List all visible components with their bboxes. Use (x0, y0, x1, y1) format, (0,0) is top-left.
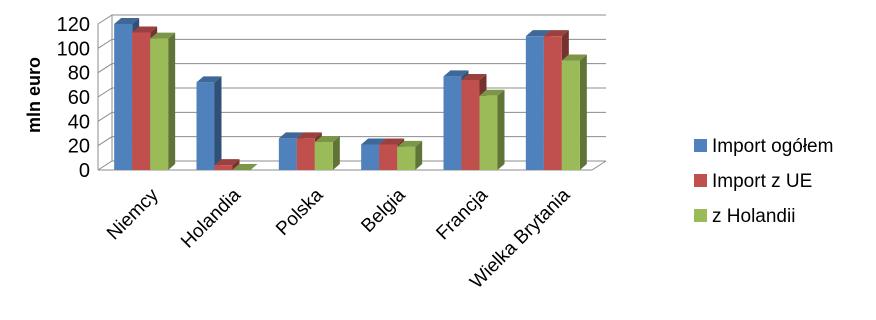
bar-front (443, 76, 462, 170)
bar-top (443, 70, 469, 77)
bar-side (232, 159, 240, 170)
bar-top (132, 26, 158, 33)
bar (397, 140, 423, 170)
bar-side (214, 76, 222, 170)
bar-top (397, 140, 423, 147)
x-axis-categories: Niemcy Holandia Polska Belgia FrancjaWielka … (103, 184, 575, 293)
bar (232, 164, 258, 170)
x-tick-label: Belgia (357, 184, 410, 237)
bar-side (497, 89, 505, 170)
y-tick-label: 60 (68, 87, 90, 109)
legend-swatch (694, 174, 707, 187)
bar-front (278, 138, 297, 170)
bar (196, 76, 222, 170)
legend-item: z Holandii (694, 206, 795, 227)
bar-top (561, 54, 587, 61)
y-tick-label: 120 (57, 14, 90, 36)
bar-front (214, 165, 233, 170)
bar-top (150, 32, 176, 39)
x-tick-label: Francja (432, 184, 492, 244)
legend-swatch (694, 209, 707, 222)
legend-label: z Holandii (712, 206, 795, 227)
bar-front (543, 36, 562, 170)
bar-top (314, 136, 340, 143)
y-tick-label: 100 (57, 38, 90, 60)
bar-front (132, 32, 151, 171)
bar-front (525, 36, 544, 170)
bar-front (461, 79, 480, 170)
bar-front (479, 95, 498, 170)
y-tick-label: 40 (68, 111, 90, 133)
bar (314, 136, 340, 170)
y-axis-label: mln euro (24, 57, 44, 133)
y-tick-label: 0 (79, 160, 90, 182)
bar-front (361, 144, 380, 170)
bar-top (543, 30, 569, 37)
x-tick-label: Polska (272, 184, 327, 239)
legend-item: Import ogółem (694, 136, 833, 157)
bar-top (278, 132, 304, 139)
bar-front (150, 38, 169, 170)
bar (479, 89, 505, 170)
legend: Import ogółem Import z UE z Holandii (694, 136, 833, 227)
bar-top (296, 132, 322, 139)
bar-top (196, 76, 222, 83)
bar-front (296, 138, 315, 170)
gridlines (97, 14, 607, 171)
bar-front (379, 144, 398, 170)
x-tick-label: Holandia (177, 184, 245, 252)
bar-side (579, 54, 587, 170)
y-tick-label: 80 (68, 63, 90, 85)
legend-label: Import z UE (712, 171, 812, 192)
bar (150, 32, 176, 170)
bar-side (332, 136, 340, 170)
bar-front (561, 60, 580, 170)
bar-top (525, 30, 551, 37)
bars (114, 18, 587, 171)
bar-front (397, 146, 416, 170)
bar-front (114, 24, 133, 170)
bar-side (415, 140, 423, 170)
bar-side (168, 32, 176, 170)
bar-top (379, 138, 405, 145)
legend-label: Import ogółem (712, 136, 833, 157)
bar-top (479, 89, 505, 96)
bar-top (214, 159, 240, 166)
bar-top (114, 18, 140, 24)
bar-top (461, 73, 487, 80)
bar-front (196, 82, 215, 170)
bar (214, 159, 240, 170)
bar-front (314, 142, 333, 170)
y-tick-label: 20 (68, 136, 90, 158)
bar (561, 54, 587, 170)
gridline (97, 14, 606, 25)
legend-item: Import z UE (694, 171, 812, 192)
x-tick-label: Niemcy (103, 184, 163, 244)
legend-swatch (694, 139, 707, 152)
floor-edge (98, 160, 607, 171)
bar-top (232, 164, 258, 170)
bar-top (361, 138, 387, 145)
